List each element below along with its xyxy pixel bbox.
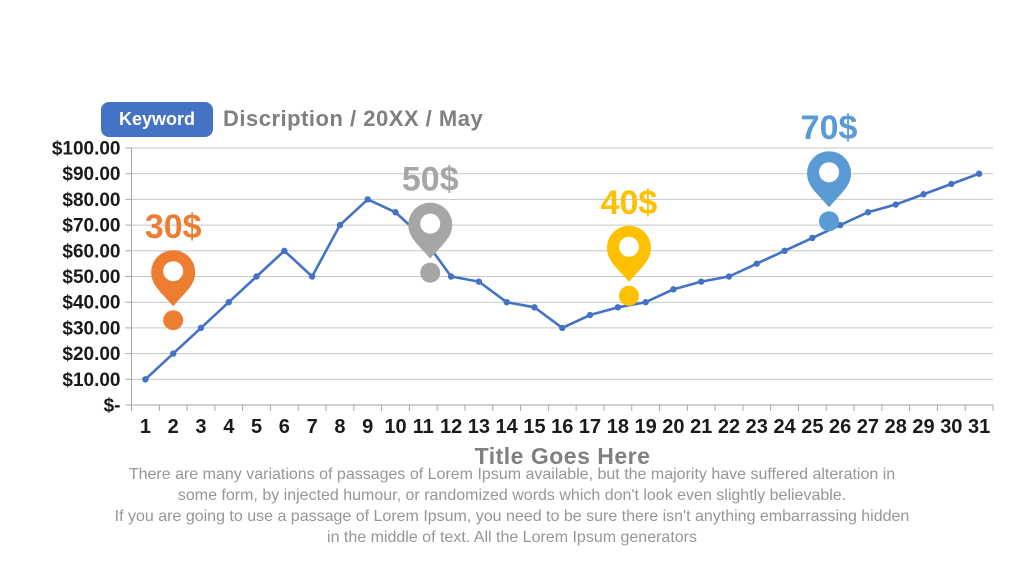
data-point [614, 304, 622, 311]
data-point [948, 180, 955, 188]
x-axis-label: 18 [607, 416, 629, 438]
x-axis-label: 17 [579, 416, 601, 438]
x-axis-label: 10 [384, 416, 406, 438]
data-point [586, 311, 594, 319]
x-axis-label: 6 [279, 416, 290, 438]
y-axis-label: $70.00 [62, 216, 120, 237]
x-axis-label: 7 [307, 416, 318, 438]
y-axis-label: $10.00 [62, 370, 120, 391]
data-point [531, 304, 538, 311]
data-point [864, 209, 872, 216]
footer-line: some form, by injected humour, or random… [177, 487, 847, 504]
x-axis-label: 5 [251, 416, 262, 438]
data-point [642, 299, 649, 306]
data-point [197, 324, 205, 332]
y-axis-label: $30.00 [62, 318, 120, 339]
x-axis-label: 14 [496, 416, 519, 438]
data-point [781, 247, 788, 254]
y-axis-label: $80.00 [62, 190, 120, 211]
data-point [281, 247, 288, 254]
data-point [920, 191, 927, 198]
y-axis-label: $20.00 [62, 344, 120, 365]
pin-dot [819, 211, 840, 232]
x-axis-label: 20 [662, 416, 684, 438]
x-axis-label: 28 [885, 416, 907, 438]
y-axis-label: $50.00 [62, 267, 120, 288]
x-axis-title: Title Goes Here [474, 443, 651, 469]
y-axis-label: $60.00 [62, 241, 120, 262]
map-pin-icon-hole [819, 162, 840, 183]
footer-line: in the middle of text. All the Lorem Ips… [327, 529, 697, 546]
x-axis-label: 4 [223, 416, 235, 438]
pin-marker: 70$ [801, 109, 858, 232]
x-axis-label: 12 [440, 416, 462, 438]
chart-description: Discription / 20XX / May [223, 106, 484, 131]
data-point [392, 209, 399, 216]
x-axis-label: 24 [773, 416, 796, 438]
y-axis-label: $90.00 [62, 164, 120, 185]
data-point [559, 324, 566, 332]
data-point [725, 273, 733, 280]
y-axis-label: $- [104, 396, 121, 417]
footer-line: There are many variations of passages of… [128, 466, 896, 483]
data-point [225, 299, 232, 306]
data-point [503, 299, 510, 306]
pin-dot [420, 262, 441, 283]
data-point [142, 376, 149, 383]
pin-value-label: 40$ [601, 184, 658, 222]
pin-value-label: 30$ [145, 208, 202, 246]
y-axis-label: $40.00 [62, 293, 120, 314]
keyword-badge-label: Keyword [118, 109, 196, 129]
x-axis-label: 8 [334, 416, 345, 438]
data-point [169, 350, 177, 357]
x-axis-label: 30 [940, 416, 962, 438]
pin-marker: 30$ [145, 208, 202, 331]
x-axis-label: 3 [195, 416, 206, 438]
data-point [253, 273, 260, 280]
pin-dot [618, 285, 639, 306]
x-axis-label: 2 [168, 416, 179, 438]
data-point [892, 201, 899, 208]
x-axis-label: 21 [690, 416, 712, 438]
pin-value-label: 50$ [402, 161, 459, 199]
map-pin-icon-hole [163, 261, 184, 282]
footer-line: If you are going to use a passage of Lor… [114, 508, 910, 525]
data-point [475, 278, 483, 285]
x-axis-label: 9 [362, 416, 373, 438]
pin-dot [163, 310, 184, 331]
x-axis-label: 22 [718, 416, 740, 438]
map-pin-icon-hole [420, 213, 441, 234]
pin-marker: 50$ [402, 161, 459, 283]
data-point [364, 196, 371, 203]
x-axis-label: 11 [413, 416, 434, 438]
y-axis-label: $100.00 [52, 139, 121, 160]
x-axis-label: 15 [523, 416, 545, 438]
x-axis-label: 23 [746, 416, 768, 438]
x-axis-label: 19 [634, 416, 656, 438]
map-pin-icon-hole [618, 236, 639, 257]
footer-paragraph: There are many variations of passages of… [32, 464, 992, 548]
x-axis-label: 1 [140, 416, 151, 438]
x-axis-label: 25 [801, 416, 823, 438]
x-axis-label: 31 [968, 416, 990, 438]
data-point [975, 170, 983, 177]
x-axis-label: 26 [829, 416, 851, 438]
data-point [447, 273, 455, 280]
pin-marker: 40$ [601, 184, 658, 306]
x-axis-label: 27 [857, 416, 879, 438]
data-point [308, 273, 316, 280]
pin-value-label: 70$ [801, 109, 858, 147]
data-point [698, 278, 705, 285]
x-axis-label: 16 [551, 416, 573, 438]
x-axis-label: 29 [912, 416, 934, 438]
data-point [336, 221, 344, 229]
data-point [809, 234, 816, 242]
data-point [670, 286, 677, 293]
x-axis-label: 13 [468, 416, 490, 438]
keyword-badge[interactable]: Keyword [101, 102, 213, 137]
data-point [753, 260, 760, 267]
